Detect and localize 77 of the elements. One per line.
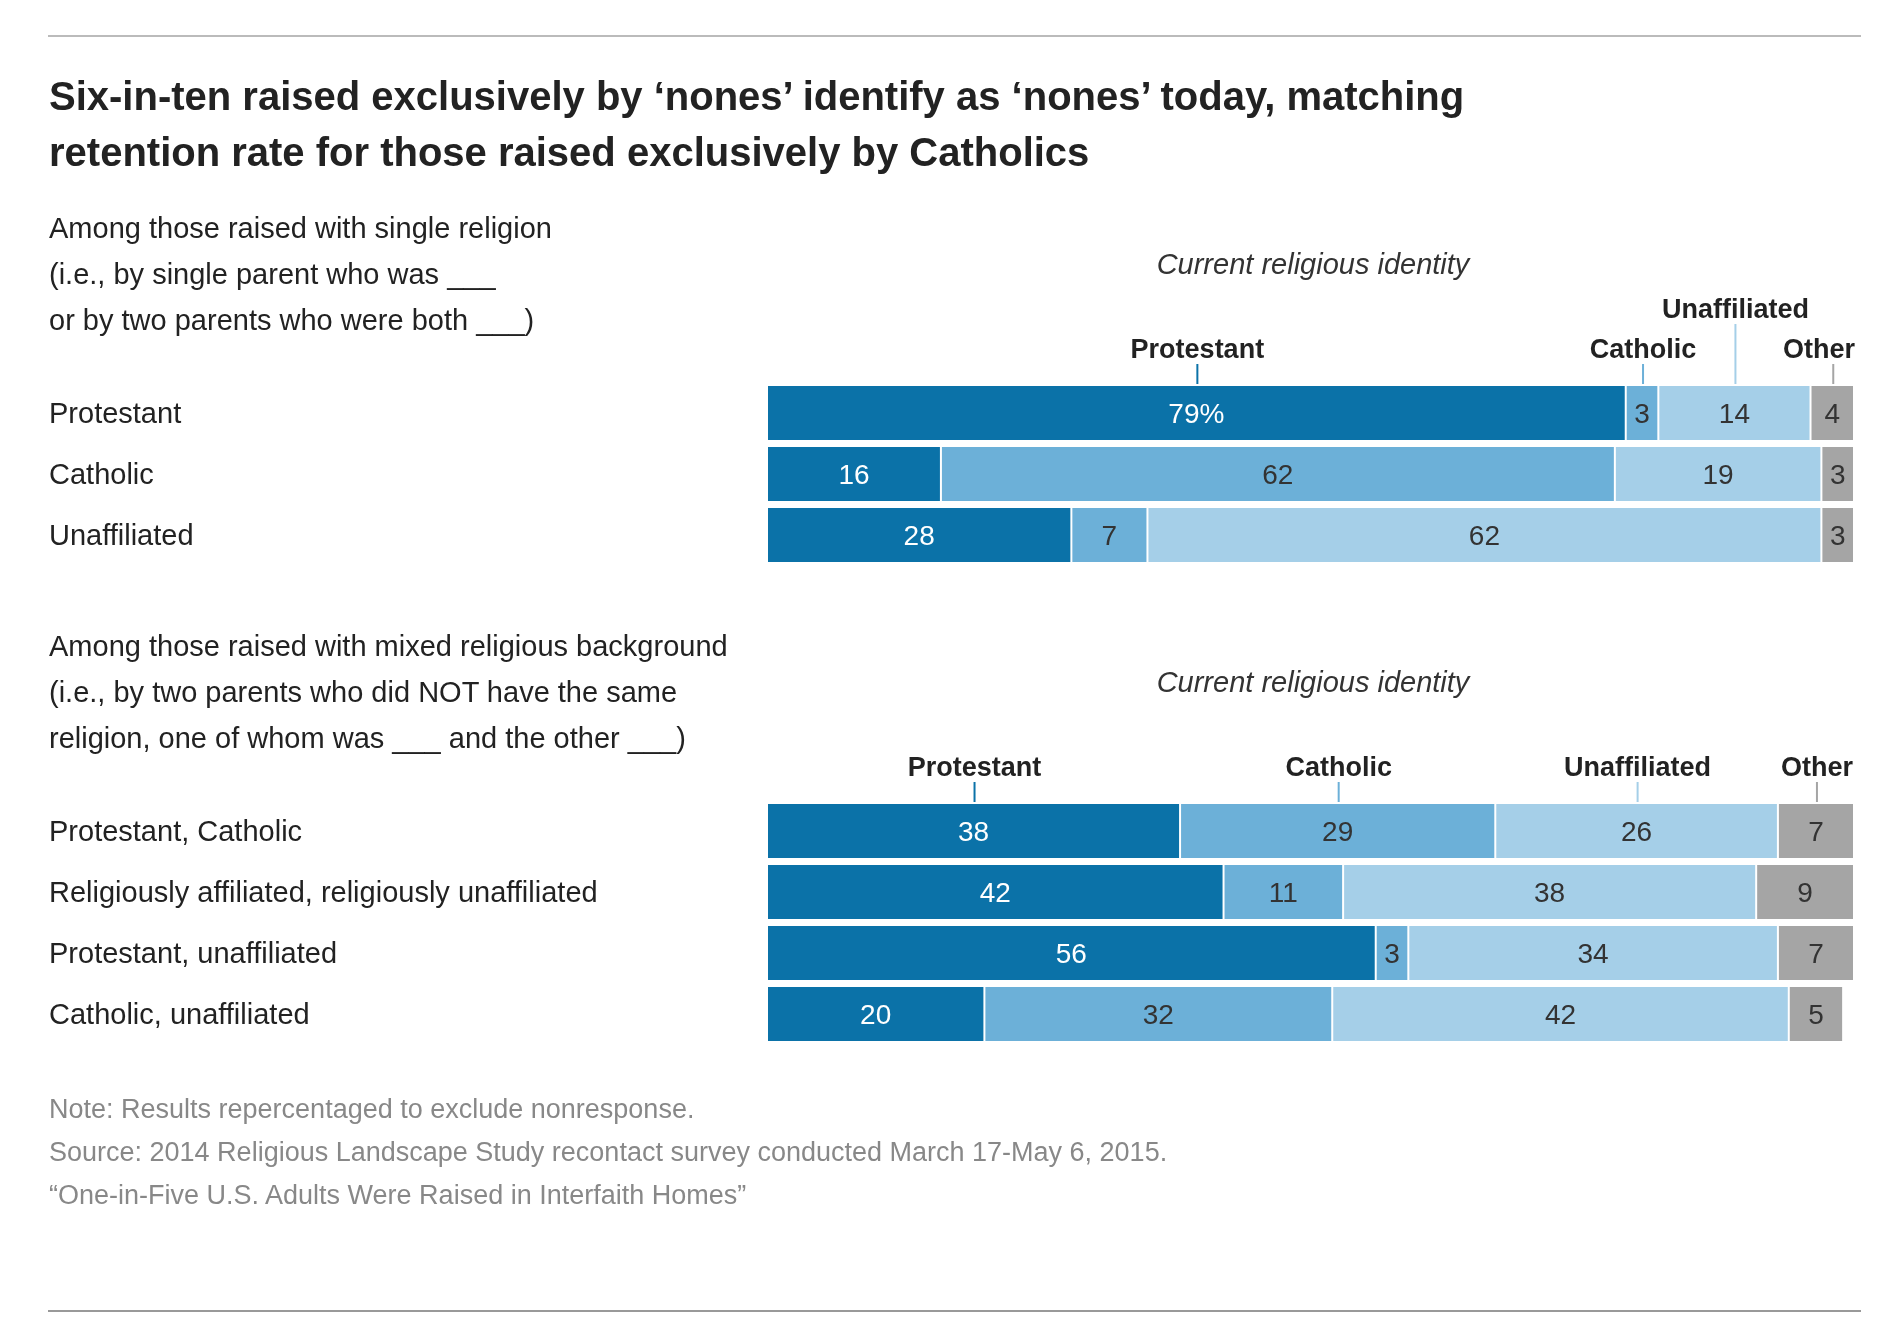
bar: [768, 865, 1223, 919]
bar: [1344, 865, 1756, 919]
data-label: 7: [1101, 520, 1118, 551]
text: Among those raised with single religion (i.e., by single parent who was ___ or by two parents who were both ___): [49, 212, 552, 336]
data-label: 38: [1534, 877, 1566, 908]
data-label: 19: [1702, 459, 1734, 490]
series-label: Other: [1782, 334, 1856, 364]
y-tick-label: Protestant, unaffiliated: [49, 937, 338, 969]
data-label: 32: [1142, 999, 1174, 1030]
source-note: Source: 2014 Religious Landscape Study recontact survey conducted March 17-May 6, 2015.: [49, 1137, 1168, 1167]
series-label: Protestant: [907, 752, 1042, 782]
data-label: 7: [1808, 938, 1824, 969]
data-label: 56: [1055, 938, 1087, 969]
bar: [768, 926, 1375, 980]
data-label: 3: [1829, 459, 1846, 490]
data-label: 5: [1808, 999, 1824, 1030]
bar: [1333, 987, 1788, 1041]
bar: [1811, 386, 1853, 440]
bar: [768, 804, 1180, 858]
data-label: 62: [1262, 459, 1294, 490]
data-label: 3: [1634, 398, 1650, 429]
data-label: 29: [1322, 816, 1354, 847]
legend-title: Current religious identity: [1156, 248, 1471, 280]
bar: [1072, 508, 1147, 562]
data-label: 34: [1577, 938, 1609, 969]
data-label: 4: [1824, 398, 1841, 429]
y-tick-label: Religiously affiliated, religiously unaffiliated: [49, 876, 598, 908]
y-tick-label: Unaffiliated: [49, 519, 194, 551]
data-label: 62: [1468, 520, 1500, 551]
data-label: 3: [1384, 938, 1400, 969]
data-label: 28: [903, 520, 935, 551]
bar: [941, 447, 1614, 501]
bar: [985, 987, 1332, 1041]
data-label: 14: [1718, 398, 1751, 429]
data-label: 26: [1621, 816, 1653, 847]
y-tick-label: Catholic, unaffiliated: [49, 998, 310, 1030]
bar: [768, 386, 1625, 440]
bar: [1757, 865, 1853, 919]
series-label: Other: [1780, 752, 1854, 782]
data-label: 16: [838, 459, 870, 490]
text: Unaffiliated: [1661, 294, 1809, 324]
bar: [1409, 926, 1777, 980]
y-tick-label: Protestant: [49, 397, 182, 429]
text: Note: Results repercentaged to exclude nonresponse.: [49, 1094, 695, 1124]
legend-title: Current religious identity: [1156, 666, 1471, 698]
text: Among those raised with mixed religious background (i.e., by two parents who did NOT have the same religion, one of whom was ___ and the other ___): [49, 630, 728, 754]
bar: [1778, 926, 1853, 980]
bar: [1822, 447, 1853, 501]
y-tick-label: Protestant, Catholic: [49, 815, 303, 847]
series-label: Unaffiliated: [1564, 752, 1712, 782]
bar: [1822, 508, 1853, 562]
series-label: Catholic: [1589, 334, 1697, 364]
data-label: 42: [979, 877, 1011, 908]
text: “One-in-Five U.S. Adults Were Raised in Interfaith Homes”: [49, 1180, 747, 1210]
bar: [768, 987, 984, 1041]
data-label: 42: [1544, 999, 1577, 1030]
series-label: Protestant: [1130, 334, 1265, 364]
data-label: 38: [957, 816, 990, 847]
data-label: 79%: [1168, 398, 1225, 429]
bar: [768, 447, 940, 501]
series-label: Catholic: [1285, 752, 1392, 782]
y-tick-label: Catholic: [49, 458, 154, 490]
data-label: 20: [860, 999, 892, 1030]
bar: [1778, 804, 1853, 858]
bar: [1789, 987, 1843, 1041]
bar: [768, 508, 1071, 562]
bar: [1615, 447, 1821, 501]
bar: [1181, 804, 1495, 858]
bar: [1659, 386, 1810, 440]
bar: [1496, 804, 1777, 858]
data-label: 11: [1268, 877, 1298, 908]
data-label: 9: [1797, 877, 1813, 908]
data-label: 7: [1808, 816, 1824, 847]
bar: [1148, 508, 1821, 562]
chart-title: Six-in-ten raised exclusively by ‘nones’ identify as ‘nones’ today, matching retention rate for those raised exclusively by Catholics: [49, 74, 1465, 174]
bar: [1224, 865, 1343, 919]
data-label: 3: [1829, 520, 1846, 551]
